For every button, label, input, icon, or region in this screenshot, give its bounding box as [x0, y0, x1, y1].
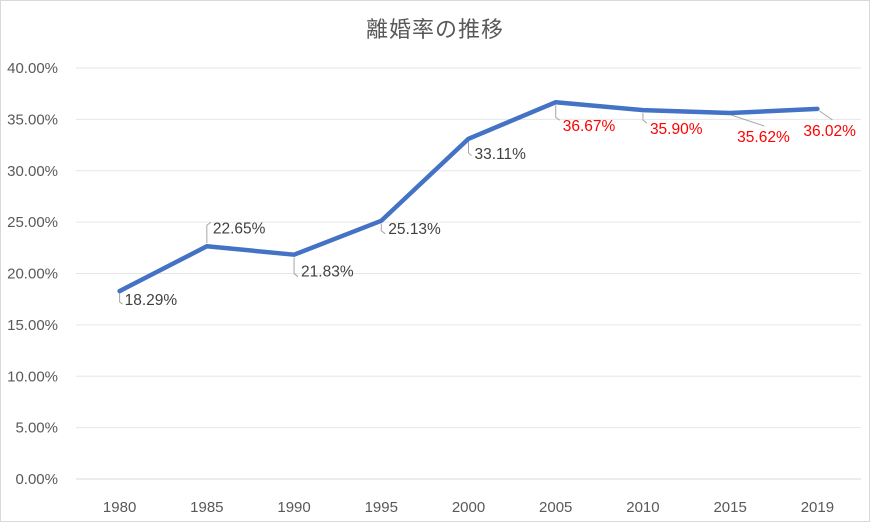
x-tick-label: 2015 [713, 499, 746, 516]
data-label: 18.29% [125, 292, 178, 309]
data-label: 35.62% [737, 129, 790, 146]
y-tick-label: 15.00% [7, 317, 58, 334]
data-label-leader [819, 110, 833, 121]
data-label-leader [380, 223, 386, 235]
chart-title: 離婚率の推移 [365, 17, 504, 42]
data-label: 36.67% [563, 118, 616, 135]
y-tick-label: 20.00% [7, 266, 58, 283]
x-tick-label: 1985 [190, 499, 223, 516]
data-label: 33.11% [475, 146, 527, 163]
data-label-leader [555, 105, 561, 121]
data-label-leader [731, 114, 765, 127]
data-label: 35.90% [650, 121, 703, 138]
y-tick-label: 40.00% [7, 60, 58, 77]
y-tick-label: 35.00% [7, 111, 58, 128]
data-label: 25.13% [388, 221, 441, 238]
x-tick-label: 1980 [103, 499, 136, 516]
data-label-leader [642, 113, 648, 124]
x-tick-label: 2005 [539, 499, 572, 516]
x-tick-label: 1995 [365, 499, 398, 516]
y-tick-label: 10.00% [7, 368, 58, 385]
data-label-leader [468, 141, 472, 157]
data-label-leader [206, 221, 212, 244]
x-tick-label: 2010 [626, 499, 659, 516]
data-label-leader [293, 257, 299, 278]
data-label: 36.02% [803, 123, 856, 140]
x-tick-label: 2000 [452, 499, 485, 516]
y-tick-label: 25.00% [7, 214, 58, 231]
series-line [117, 99, 820, 294]
y-tick-label: 5.00% [15, 420, 58, 437]
y-tick-label: 0.00% [15, 471, 58, 488]
y-tick-label: 30.00% [7, 163, 58, 180]
data-label-leader [119, 293, 123, 305]
x-tick-label: 2019 [801, 499, 834, 516]
x-tick-label: 1990 [277, 499, 310, 516]
data-label: 21.83% [301, 264, 354, 281]
data-label: 22.65% [213, 220, 266, 237]
